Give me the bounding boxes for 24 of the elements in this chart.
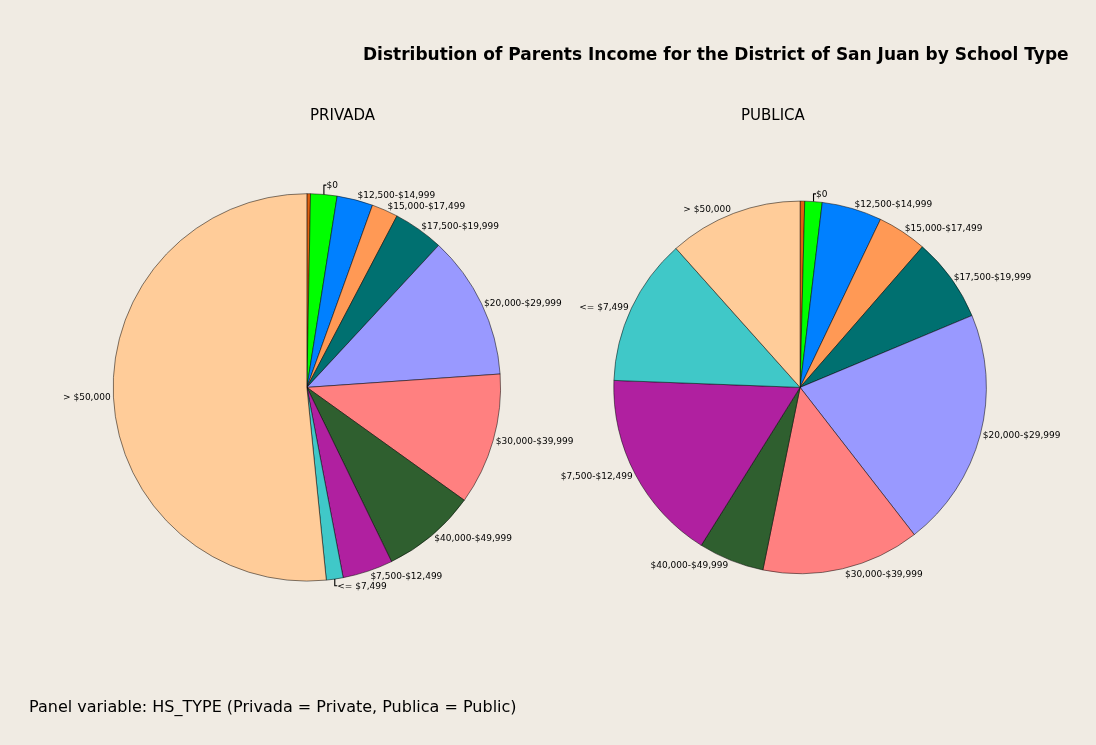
slice-label: $20,000-$29,999	[982, 430, 1061, 441]
text: Distribution of Parents Income for the District of San Juan by School Type	[363, 44, 1069, 65]
slice-label: $12,500-$14,999	[357, 190, 436, 201]
slice-label: $20,000-$29,999	[484, 297, 563, 308]
chart-subtitle: PRIVADA	[310, 106, 376, 124]
slice-label: $12,500-$14,999	[854, 198, 933, 209]
slice-label: $7,500-$12,499	[370, 570, 443, 581]
slice-label: $17,500-$19,999	[953, 271, 1032, 282]
chart-subtitle: PUBLICA	[741, 106, 806, 124]
slice-label: $15,000-$17,499	[904, 223, 983, 234]
slice-label: $17,500-$19,999	[421, 220, 500, 231]
slice-label: > $50,000	[683, 203, 732, 214]
slice-label: <= $7,499	[337, 580, 387, 591]
slice-label: $30,000-$39,999	[844, 568, 923, 579]
slice-label: $15,000-$17,499	[387, 200, 466, 211]
text: Panel variable: HS_TYPE (Privada = Private, Publica = Public)	[29, 697, 517, 717]
slice-label: $7,500-$12,499	[560, 470, 633, 481]
slice-label: $0	[326, 180, 339, 191]
slice-label: $30,000-$39,999	[495, 435, 574, 446]
slice-label: $0	[816, 188, 828, 199]
slice-label: $40,000-$49,999	[434, 533, 513, 544]
slice-label: > $50,000	[63, 392, 111, 403]
slice-label: <= $7,499	[579, 302, 629, 313]
slice-label: $40,000-$49,999	[650, 559, 729, 570]
